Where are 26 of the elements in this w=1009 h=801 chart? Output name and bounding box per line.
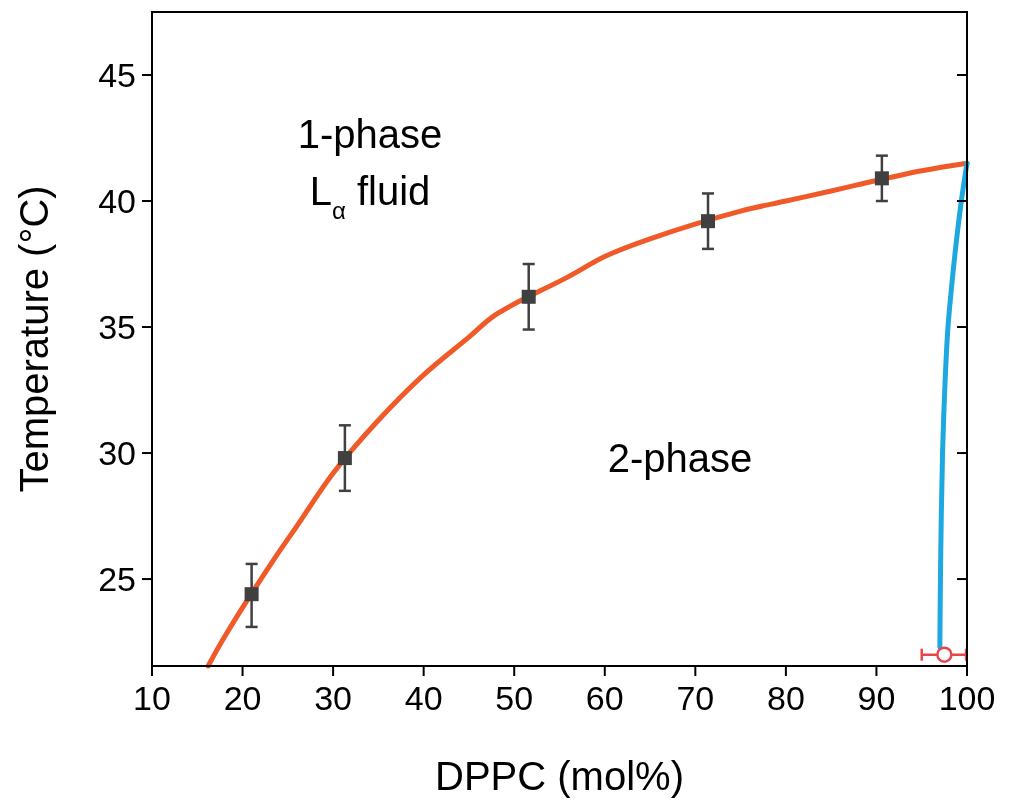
y-axis-title: Temperature (°C) (12, 185, 56, 493)
point (244, 587, 259, 602)
annotation: L$_{α}$ fluid (309, 169, 431, 224)
y-tick-label: 30 (98, 434, 136, 473)
x-tick-label: 40 (404, 679, 443, 717)
x-tick-label: 100 (938, 679, 996, 717)
y-tick-label: 45 (98, 56, 136, 95)
point (521, 289, 536, 304)
point (936, 646, 953, 663)
y-tick-label: 40 (98, 182, 136, 221)
y-tick-label: 35 (98, 308, 136, 347)
x-tick-label: 10 (133, 679, 171, 717)
annotation: 2-phase (607, 436, 753, 480)
x-tick-label: 60 (585, 679, 624, 717)
x-tick-label: 50 (495, 679, 534, 717)
x-tick-label: 20 (223, 679, 262, 717)
x-tick-label: 70 (676, 679, 715, 717)
y-tick-label: 25 (98, 560, 136, 599)
point (701, 214, 716, 229)
x-tick-label: 30 (314, 679, 353, 717)
x-axis-title: DPPC (mol%) (435, 754, 684, 798)
x-tick-label: 80 (766, 679, 805, 717)
point (337, 451, 352, 466)
x-tick-label: 90 (857, 679, 896, 717)
point (874, 171, 889, 186)
annotation: 1-phase (297, 112, 443, 156)
